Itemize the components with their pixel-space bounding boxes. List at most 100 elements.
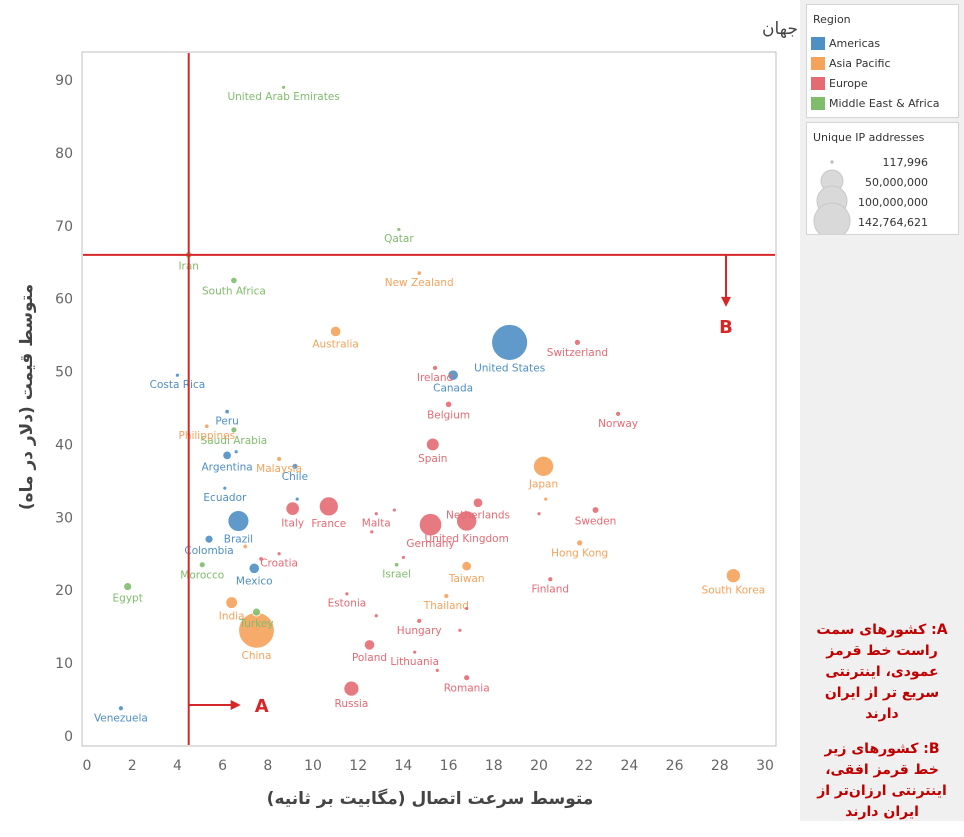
data-point-label: Croatia bbox=[260, 557, 298, 569]
data-point[interactable] bbox=[548, 577, 553, 582]
data-point[interactable] bbox=[343, 680, 360, 697]
data-point-label: Venezuela bbox=[94, 712, 148, 724]
data-point[interactable] bbox=[374, 614, 378, 618]
data-point[interactable] bbox=[417, 271, 422, 276]
data-point[interactable] bbox=[591, 506, 600, 514]
data-point[interactable] bbox=[418, 513, 443, 537]
data-point[interactable] bbox=[345, 592, 349, 596]
data-point[interactable] bbox=[465, 606, 469, 611]
data-point[interactable] bbox=[252, 607, 261, 617]
data-point[interactable] bbox=[392, 508, 396, 512]
region-legend-title: Region bbox=[813, 13, 851, 26]
data-point[interactable] bbox=[432, 365, 438, 371]
data-point[interactable] bbox=[537, 512, 541, 516]
data-point-label: Poland bbox=[352, 652, 387, 664]
data-point[interactable] bbox=[417, 618, 422, 623]
data-point[interactable] bbox=[175, 373, 179, 377]
data-point[interactable] bbox=[276, 456, 282, 462]
data-point[interactable] bbox=[444, 593, 449, 599]
data-point-label: Egypt bbox=[113, 593, 143, 605]
data-point[interactable] bbox=[458, 628, 462, 632]
data-point[interactable] bbox=[401, 555, 405, 560]
data-point[interactable] bbox=[243, 544, 248, 549]
data-point[interactable] bbox=[282, 85, 286, 89]
x-tick-label: 18 bbox=[485, 758, 503, 774]
data-point[interactable] bbox=[445, 400, 453, 408]
data-point[interactable] bbox=[318, 496, 339, 517]
data-point-label: Qatar bbox=[384, 233, 414, 245]
data-point[interactable] bbox=[285, 501, 300, 516]
data-point-label: Romania bbox=[444, 683, 490, 695]
data-point[interactable] bbox=[225, 596, 238, 609]
data-point[interactable] bbox=[227, 510, 250, 532]
data-point[interactable] bbox=[223, 486, 227, 490]
data-point[interactable] bbox=[577, 540, 583, 546]
data-point[interactable] bbox=[472, 497, 484, 508]
data-point[interactable] bbox=[292, 463, 298, 469]
data-point[interactable] bbox=[225, 409, 229, 414]
y-tick-label: 0 bbox=[64, 729, 73, 745]
data-point[interactable] bbox=[491, 324, 528, 361]
data-point[interactable] bbox=[397, 227, 401, 232]
data-point[interactable] bbox=[234, 450, 238, 454]
data-point[interactable] bbox=[123, 582, 133, 591]
legend-item-asia-pacific[interactable]: Asia Pacific bbox=[811, 56, 956, 72]
data-point[interactable] bbox=[329, 325, 342, 338]
y-tick-label: 90 bbox=[55, 73, 73, 89]
data-point[interactable] bbox=[725, 568, 741, 584]
data-point[interactable] bbox=[615, 411, 621, 416]
arrow-right-icon bbox=[230, 700, 241, 710]
data-point-label: Norway bbox=[598, 418, 638, 430]
x-tick-label: 28 bbox=[711, 758, 729, 774]
data-point[interactable] bbox=[198, 561, 206, 569]
data-point-label: Belgium bbox=[427, 410, 470, 422]
data-point-label: Saudi Arabia bbox=[201, 435, 268, 447]
x-tick-label: 12 bbox=[349, 758, 367, 774]
data-point[interactable] bbox=[277, 552, 281, 556]
data-point[interactable] bbox=[118, 706, 124, 711]
data-point[interactable] bbox=[363, 639, 376, 651]
data-point-label: Ecuador bbox=[203, 492, 247, 504]
data-point[interactable] bbox=[295, 497, 299, 501]
data-point[interactable] bbox=[204, 424, 209, 429]
data-point[interactable] bbox=[259, 557, 263, 561]
data-point[interactable] bbox=[463, 674, 471, 682]
size-legend-graphic: 117,996 50,000,000 100,000,000 142,764,6… bbox=[813, 156, 929, 234]
data-point[interactable] bbox=[574, 339, 581, 346]
data-point[interactable] bbox=[413, 650, 417, 654]
x-tick-label: 4 bbox=[173, 758, 182, 774]
data-point[interactable] bbox=[248, 562, 260, 574]
legend-item-europe[interactable]: Europe bbox=[811, 76, 956, 92]
data-point[interactable] bbox=[435, 668, 439, 673]
size-legend: Unique IP addresses 117,996 50,000,000 1… bbox=[806, 122, 959, 235]
region-legend: Region Americas Asia Pacific Europe Midd… bbox=[806, 4, 959, 118]
data-point-label: Spain bbox=[418, 453, 447, 465]
data-point[interactable] bbox=[374, 512, 378, 516]
y-tick-label: 70 bbox=[55, 219, 73, 235]
size-legend-label-max: 142,764,621 bbox=[858, 216, 928, 229]
asia-pacific-swatch bbox=[811, 57, 825, 70]
data-point[interactable] bbox=[544, 497, 548, 501]
size-legend-label-min: 117,996 bbox=[883, 156, 929, 169]
data-point[interactable] bbox=[222, 450, 232, 461]
data-point-label: South Korea bbox=[702, 585, 766, 597]
x-axis-label: متوسط سرعت اتصال (مگابیت بر ثانیه) bbox=[267, 788, 594, 809]
data-point[interactable] bbox=[461, 561, 472, 572]
data-point[interactable] bbox=[230, 426, 238, 434]
data-point[interactable] bbox=[370, 530, 374, 534]
data-point[interactable] bbox=[204, 534, 214, 544]
size-legend-circle-min bbox=[830, 160, 834, 164]
note-a: A: کشورهای سمت راست خط قرمز عمودی، اینتر… bbox=[816, 622, 948, 722]
data-point-label: Morocco bbox=[180, 570, 224, 582]
data-point[interactable] bbox=[447, 369, 459, 381]
data-point[interactable] bbox=[425, 437, 440, 452]
data-point[interactable] bbox=[394, 562, 399, 567]
legend-item-americas[interactable]: Americas bbox=[811, 36, 956, 52]
data-point-label: Hungary bbox=[397, 625, 442, 637]
data-point[interactable] bbox=[533, 455, 555, 477]
data-point-label: Russia bbox=[335, 698, 369, 710]
legend-item-middle-east-africa[interactable]: Middle East & Africa bbox=[811, 96, 956, 112]
data-point-label: United Kingdom bbox=[425, 533, 509, 545]
data-point[interactable] bbox=[230, 276, 238, 285]
data-point[interactable] bbox=[456, 510, 478, 532]
